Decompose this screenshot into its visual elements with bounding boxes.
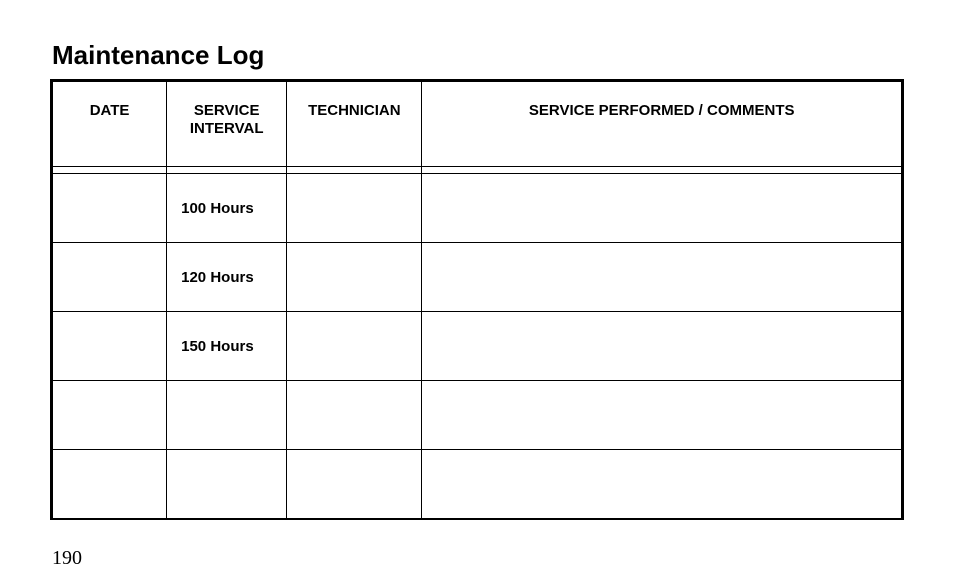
header-separator [52, 167, 903, 174]
cell-comments [422, 381, 903, 450]
cell-technician [287, 312, 422, 381]
page: Maintenance Log DATE SERVICE INTERVAL TE… [0, 0, 954, 588]
table-row: 150 Hours [52, 312, 903, 381]
cell-comments [422, 174, 903, 243]
cell-date [52, 174, 167, 243]
maintenance-log-table: DATE SERVICE INTERVAL TECHNICIAN SERVICE… [50, 79, 904, 520]
cell-comments [422, 312, 903, 381]
cell-date [52, 450, 167, 520]
cell-interval: 150 Hours [167, 312, 287, 381]
cell-date [52, 381, 167, 450]
cell-comments [422, 243, 903, 312]
cell-technician [287, 243, 422, 312]
col-header-technician: TECHNICIAN [287, 81, 422, 167]
col-header-interval: SERVICE INTERVAL [167, 81, 287, 167]
cell-date [52, 243, 167, 312]
table-row [52, 450, 903, 520]
cell-technician [287, 450, 422, 520]
cell-comments [422, 450, 903, 520]
page-number: 190 [52, 547, 82, 570]
table-row: 100 Hours [52, 174, 903, 243]
cell-interval: 100 Hours [167, 174, 287, 243]
table-row [52, 381, 903, 450]
col-header-comments: SERVICE PERFORMED / COMMENTS [422, 81, 903, 167]
cell-date [52, 312, 167, 381]
table-row: 120 Hours [52, 243, 903, 312]
cell-interval: 120 Hours [167, 243, 287, 312]
cell-technician [287, 174, 422, 243]
cell-technician [287, 381, 422, 450]
col-header-date: DATE [52, 81, 167, 167]
page-title: Maintenance Log [52, 40, 904, 71]
cell-interval [167, 450, 287, 520]
table-header-row: DATE SERVICE INTERVAL TECHNICIAN SERVICE… [52, 81, 903, 167]
cell-interval [167, 381, 287, 450]
